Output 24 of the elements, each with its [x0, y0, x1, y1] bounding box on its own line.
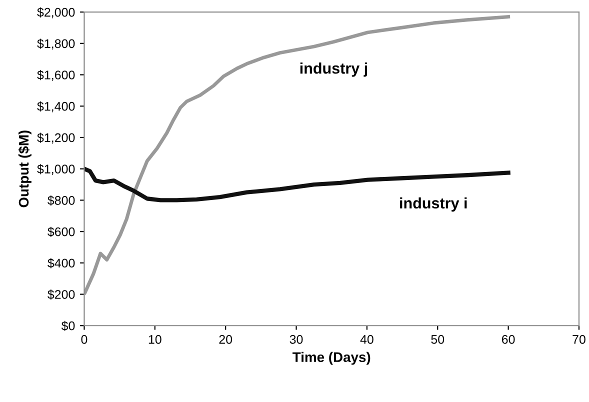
y-tick-label: $800	[48, 195, 75, 206]
x-tick-label: 0	[81, 334, 88, 344]
series-label: industry j	[300, 62, 368, 77]
y-tick-label: $1,800	[37, 38, 75, 50]
y-tick-label: $400	[48, 258, 75, 268]
line-series	[84, 15, 510, 294]
x-tick-label: 10	[148, 334, 162, 344]
y-tick-label: $1,600	[37, 70, 75, 81]
y-tick-label: $1,200	[37, 132, 75, 144]
y-axis-title: Output ($M)	[18, 130, 32, 208]
x-tick-label: 20	[219, 334, 232, 344]
x-tick-label: 30	[290, 334, 303, 344]
x-axis-title: Time (Days)	[292, 352, 370, 365]
x-tick-label: 40	[360, 334, 374, 344]
x-tick-label: 60	[502, 334, 515, 344]
y-tick-label: $1,400	[37, 101, 75, 112]
y-tick-label: $600	[48, 226, 75, 237]
y-tick-label: $200	[48, 290, 75, 300]
x-tick-label: 50	[431, 334, 444, 344]
y-tick-label: $1,000	[37, 164, 75, 175]
x-tick-label: 70	[572, 334, 586, 344]
y-tick-label: $0	[61, 320, 75, 332]
series-label: industry i	[400, 197, 467, 212]
y-tick-label: $2,000	[37, 7, 75, 18]
